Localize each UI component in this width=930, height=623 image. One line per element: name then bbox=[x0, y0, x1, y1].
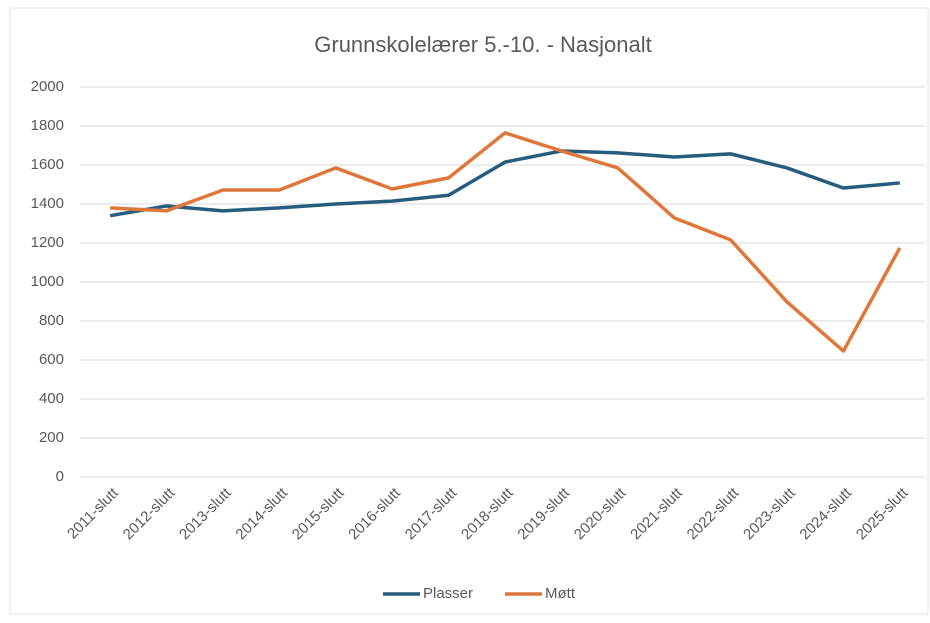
y-tick-label: 1400 bbox=[31, 195, 64, 212]
y-tick-label: 400 bbox=[39, 390, 64, 407]
line-series bbox=[109, 149, 900, 218]
y-tick-label: 1200 bbox=[31, 234, 64, 251]
y-tick-label: 200 bbox=[39, 429, 64, 446]
line-series bbox=[110, 131, 902, 353]
y-tick-label: 1800 bbox=[31, 117, 64, 134]
legend-label: Møtt bbox=[545, 585, 576, 602]
y-tick-label: 1600 bbox=[31, 156, 64, 173]
y-tick-label: 2000 bbox=[31, 78, 64, 95]
legend-label: Plasser bbox=[423, 585, 473, 602]
chart-frame bbox=[9, 7, 929, 615]
chart-title: Grunnskolelærer 5.-10. - Nasjonalt bbox=[314, 32, 651, 57]
y-tick-label: 800 bbox=[39, 312, 64, 329]
y-tick-label: 600 bbox=[39, 351, 64, 368]
y-tick-label: 1000 bbox=[31, 273, 64, 290]
y-tick-label: 0 bbox=[56, 468, 64, 485]
